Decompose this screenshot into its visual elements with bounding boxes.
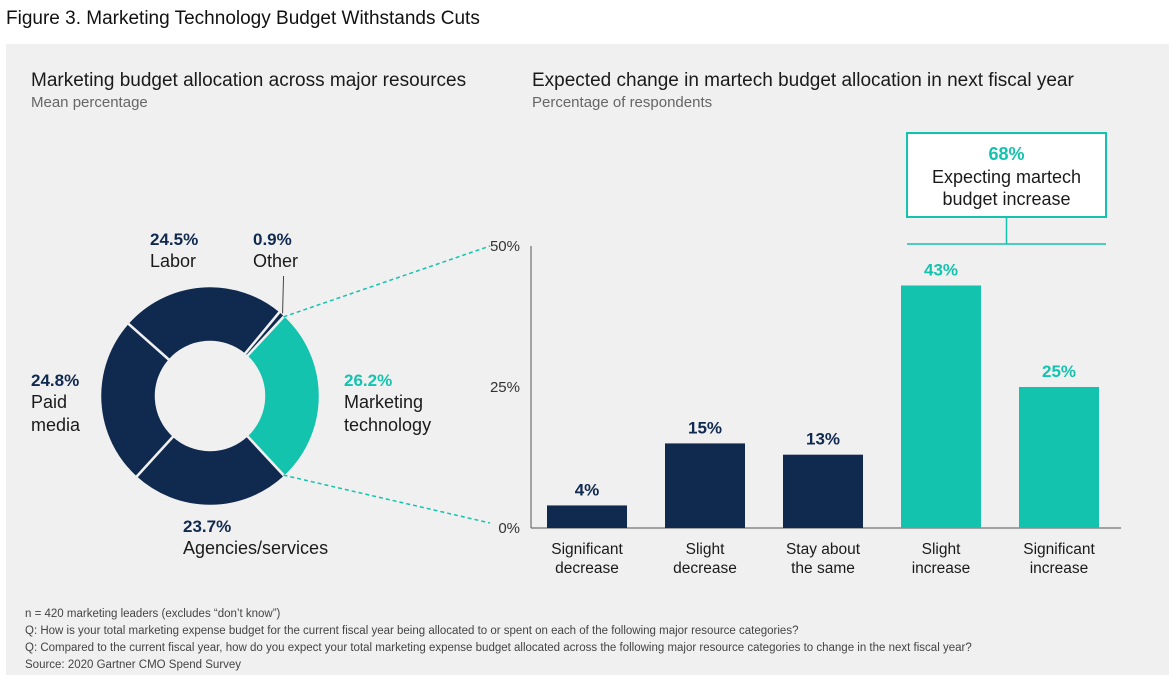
donut-label-marketing-technology: Marketing [344, 392, 423, 412]
bar-value-label: 13% [806, 430, 840, 449]
x-category-label: increase [912, 560, 971, 577]
x-category-label: decrease [555, 560, 619, 577]
donut-slice-paid-media [98, 321, 176, 480]
donut-chart-subtitle: Mean percentage [31, 94, 148, 111]
bar-chart-subtitle: Percentage of respondents [532, 94, 713, 111]
footer-question-2: Q: Compared to the current fiscal year, … [25, 642, 972, 654]
bar-value-label: 15% [688, 418, 722, 437]
donut-value-marketing-technology: 26.2% [344, 371, 392, 390]
x-category-label: increase [1030, 560, 1089, 577]
y-tick-label: 0% [498, 520, 520, 537]
footer-question-1: Q: How is your total marketing expense b… [25, 625, 799, 637]
bar-significant-increase [1019, 387, 1099, 528]
donut-label-marketing-technology: technology [344, 415, 431, 435]
bar-slight-increase [901, 285, 981, 528]
donut-slice-other [242, 309, 287, 359]
figure-title: Figure 3. Marketing Technology Budget Wi… [6, 8, 480, 29]
y-tick-label: 25% [490, 379, 520, 396]
x-category-label: the same [791, 560, 855, 577]
bar-chart-title: Expected change in martech budget alloca… [532, 70, 1074, 91]
donut-value-paid-media: 24.8% [31, 371, 79, 390]
donut-slice-agencies-services [134, 433, 287, 508]
donut-label-paid-media: Paid [31, 392, 67, 412]
donut-value-other: 0.9% [253, 230, 292, 249]
footer-sample-size: n = 420 marketing leaders (excludes “don… [25, 608, 281, 620]
bar-chart: 0% 25% 50% 4% Significant decrease 15% Slight de… [490, 238, 1121, 577]
donut-slice-labor [125, 284, 282, 362]
bar-stay-about-the-same [783, 454, 863, 528]
donut-label-paid-media: media [31, 415, 81, 435]
donut-label-labor: Labor [150, 251, 196, 271]
bar-value-label: 4% [575, 480, 600, 499]
connector-line-top [283, 245, 491, 318]
x-category-label: decrease [673, 560, 737, 577]
donut-value-labor: 24.5% [150, 230, 198, 249]
other-leader-line [282, 275, 285, 314]
connector-line-bottom [283, 474, 491, 524]
bar-value-label: 43% [924, 260, 958, 279]
donut-chart-title: Marketing budget allocation across major… [31, 70, 467, 91]
x-category-label: Slight [922, 541, 961, 558]
x-category-label: Significant [551, 541, 623, 558]
x-category-label: Significant [1023, 541, 1095, 558]
increase-callout: 68% Expecting martech budget increase [906, 132, 1107, 245]
bar-significant-decrease [547, 505, 627, 528]
donut-label-other: Other [253, 251, 298, 271]
callout-text-line2: budget increase [942, 189, 1070, 209]
donut-label-agencies-services: Agencies/services [183, 538, 328, 558]
callout-text-line1: Expecting martech [932, 167, 1081, 187]
donut-value-agencies-services: 23.7% [183, 517, 231, 536]
y-tick-label: 50% [490, 238, 520, 255]
x-category-label: Slight [686, 541, 725, 558]
donut-chart: 26.2% Marketing technology 23.7% Agencies/se… [31, 230, 491, 558]
bar-value-label: 25% [1042, 362, 1076, 381]
bar-slight-decrease [665, 443, 745, 528]
donut-slice-marketing-technology [244, 313, 322, 479]
footer-source: Source: 2020 Gartner CMO Spend Survey [25, 659, 242, 671]
x-category-label: Stay about [786, 541, 861, 558]
callout-value: 68% [988, 144, 1024, 164]
